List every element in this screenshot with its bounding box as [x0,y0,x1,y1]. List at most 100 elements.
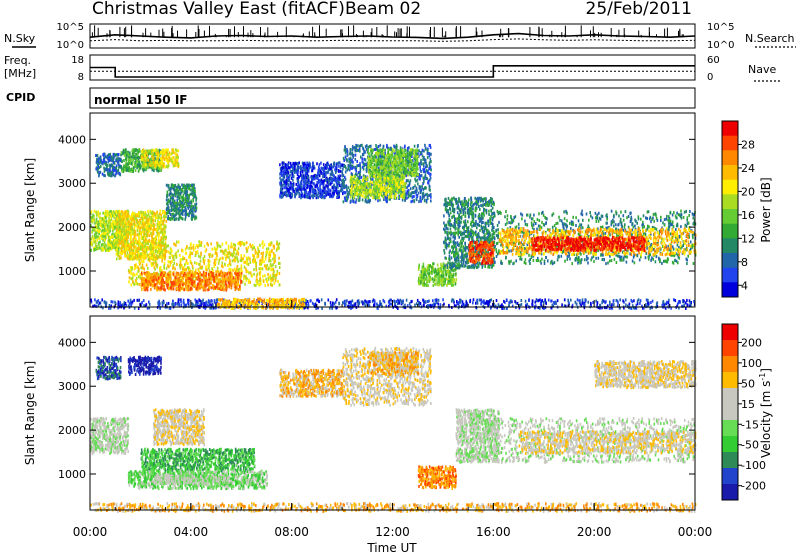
echo-cell [112,172,114,176]
echo-cell [106,213,108,217]
echo-cell [325,167,328,170]
echo-cell [159,251,162,254]
echo-cell [325,171,327,175]
echo-cell [340,183,343,187]
echo-cell [121,169,123,173]
echo-cell [148,215,151,219]
echo-cell [318,165,320,169]
echo-cell [134,169,137,172]
echo-cell [131,214,133,218]
echo-cell [105,219,107,223]
echo-cell [266,279,268,283]
echo-cell [99,220,102,224]
echo-cell [225,283,228,287]
echo-cell [199,282,202,286]
echo-cell [165,208,168,212]
echo-cell [275,273,277,277]
echo-cell [102,228,104,232]
echo-cell [311,163,314,167]
echo-cell [145,278,147,282]
echo-cell [107,221,110,225]
echo-cell [269,255,271,259]
echo-cell [245,270,248,274]
echo-cell [177,212,179,216]
echo-cell [197,245,199,249]
echo-cell [176,287,178,291]
echo-cell [262,274,264,278]
echo-cell [124,232,127,236]
echo-cell [193,248,195,252]
echo-cell [216,287,219,291]
echo-cell [204,249,207,253]
echo-cell [191,189,194,193]
echo-cell [163,274,165,277]
echo-cell [276,272,278,276]
echo-cell [187,278,189,281]
echo-cell [125,212,128,216]
echo-cell [208,277,211,281]
echo-cell [337,161,340,165]
echo-cell [171,281,174,285]
echo-cell [289,194,291,198]
echo-cell [281,188,283,192]
echo-cell [170,208,173,212]
echo-cell [218,279,221,283]
echo-cell [278,272,281,275]
echo-cell [113,246,115,249]
echo-cell [165,183,168,187]
echo-cell [234,269,237,273]
echo-cell [141,150,143,153]
echo-cell [329,172,332,176]
echo-cell [280,191,283,195]
echo-cell [127,253,129,257]
echo-cell [212,284,215,288]
echo-cell [132,216,134,220]
echo-cell [329,167,331,171]
echo-cell [230,245,232,249]
echo-cell [285,163,288,167]
echo-cell [117,171,119,175]
echo-cell [109,210,111,214]
echo-cell [299,165,302,168]
echo-cell [142,245,144,249]
echo-cell [281,164,284,168]
echo-cell [141,248,144,251]
echo-cell [268,243,270,247]
echo-cell [300,188,302,192]
echo-cell [194,217,196,221]
echo-cell [167,165,169,169]
echo-cell [176,195,179,199]
echo-cell [249,261,252,264]
echo-cell [181,271,184,275]
echo-cell [121,251,123,255]
echo-cell [139,247,142,251]
echo-cell [156,264,159,267]
echo-cell [257,246,259,250]
echo-cell [336,162,339,166]
echo-cell [311,185,314,189]
echo-cell [185,267,188,271]
echo-cell [184,283,187,287]
echo-cell [271,268,273,272]
echo-cell [158,165,160,169]
echo-cell [148,279,150,283]
echo-cell [167,160,169,164]
echo-cell [325,163,327,167]
echo-cell [286,163,289,167]
echo-cell [103,228,106,232]
noise-right-label: N.Search [745,32,795,45]
echo-cell [201,266,203,270]
echo-cell [122,221,125,225]
echo-cell [104,247,106,251]
echo-cell [141,259,143,263]
echo-cell [112,220,114,224]
echo-cell [115,241,117,245]
echo-cell [255,268,258,272]
echo-cell [217,272,220,276]
echo-cell [171,254,173,258]
echo-cell [137,162,139,166]
echo-cell [261,267,264,271]
echo-cell [139,255,142,259]
echo-cell [279,167,282,171]
